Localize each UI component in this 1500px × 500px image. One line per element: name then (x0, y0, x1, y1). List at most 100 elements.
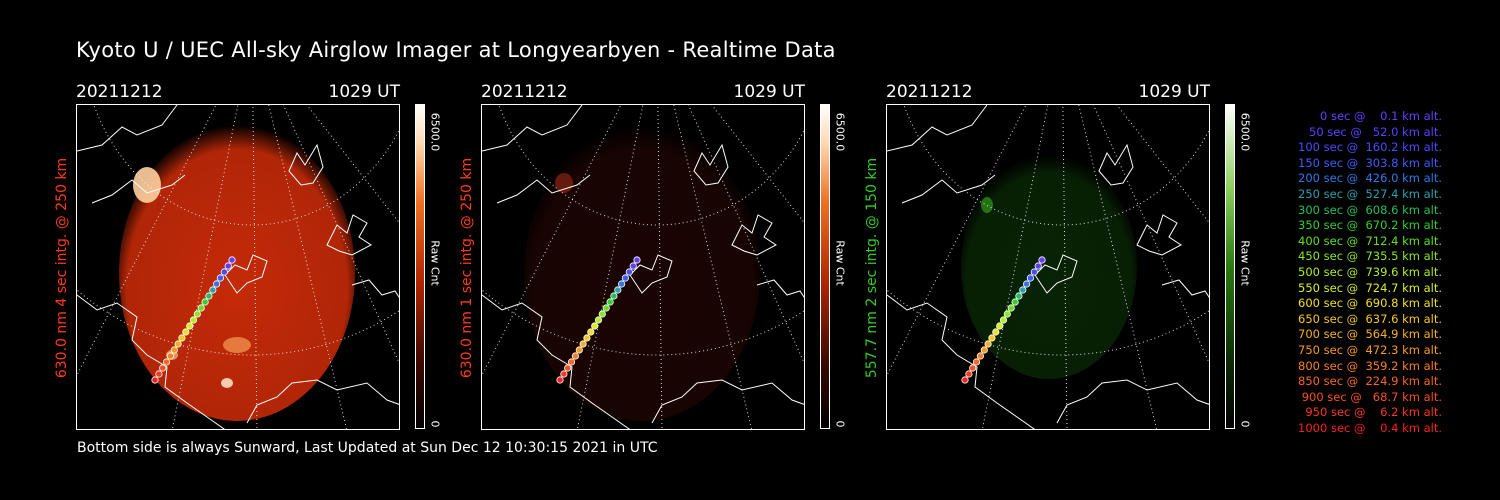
aurora-spot (223, 337, 251, 353)
trajectory-point (220, 268, 228, 276)
trajectory-point (201, 298, 209, 306)
trajectory-point (621, 274, 629, 282)
colorbar-unit: Raw Cnt (1238, 240, 1252, 286)
aurora-spot (133, 167, 161, 203)
panel-time: 1029 UT (328, 82, 401, 102)
legend-entry: 450 sec @ 735.5 km alt. (1298, 249, 1442, 264)
sky-image-frame (481, 104, 805, 430)
sky-image-frame (76, 104, 400, 430)
trajectory-point (1026, 274, 1034, 282)
trajectory-point (579, 340, 587, 348)
trajectory-point (216, 274, 224, 282)
legend-entry: 950 sec @ 6.2 km alt. (1305, 405, 1442, 420)
allsky-image (887, 105, 1209, 429)
trajectory-point (606, 298, 614, 306)
legend-entry: 400 sec @ 712.4 km alt. (1298, 233, 1442, 248)
colorbar-max: 6500.0 (1238, 112, 1252, 152)
colorbar-max: 6500.0 (833, 112, 847, 152)
trajectory-point (213, 280, 221, 288)
trajectory-point (602, 304, 610, 312)
trajectory-point (1038, 256, 1046, 264)
page-title: Kyoto U / UEC All-sky Airglow Imager at … (76, 38, 836, 62)
trajectory-point (571, 352, 580, 360)
trajectory-point (583, 334, 591, 342)
panel-date: 20211212 (886, 82, 973, 102)
legend-entry: 50 sec @ 52.0 km alt. (1309, 124, 1442, 139)
legend-entry: 250 sec @ 527.4 km alt. (1298, 186, 1442, 201)
colorbar (1225, 104, 1235, 429)
colorbar-min: 0 (428, 420, 442, 428)
trajectory-point (976, 352, 985, 360)
panel-ylabel: 630.0 nm 4 sec intg. @ 250 km (54, 157, 70, 379)
trajectory-point (162, 358, 171, 366)
trajectory-point (1019, 286, 1027, 294)
legend-entry: 0 sec @ 0.1 km alt. (1319, 109, 1442, 123)
trajectory-point (972, 358, 981, 366)
trajectory-point (984, 340, 992, 348)
allsky-image (482, 105, 804, 429)
trajectory-point (186, 322, 194, 330)
trajectory-point (193, 310, 201, 318)
trajectory-point (999, 316, 1008, 324)
colorbar (415, 104, 425, 429)
allsky-image (77, 105, 399, 429)
footer-note: Bottom side is always Sunward, Last Upda… (77, 440, 658, 456)
colorbar (820, 104, 830, 429)
trajectory-point (969, 364, 977, 372)
coastline (887, 105, 1209, 429)
trajectory-point (174, 340, 182, 348)
trajectory-point (560, 370, 568, 378)
panel-ylabel: 630.0 nm 1 sec intg. @ 250 km (459, 157, 475, 379)
map-graticule (77, 105, 399, 429)
trajectory-point (170, 346, 178, 354)
panel-date: 20211212 (481, 82, 568, 102)
trajectory-point (564, 364, 572, 372)
aurora-spot (221, 378, 233, 388)
trajectory-point (1015, 292, 1023, 300)
legend-entry: 500 sec @ 739.6 km alt. (1298, 264, 1442, 279)
legend-entry: 1000 sec @ 0.4 km alt. (1298, 420, 1442, 435)
trajectory-point (205, 292, 213, 300)
legend-entry: 200 sec @ 426.0 km alt. (1298, 171, 1442, 186)
trajectory-legend: 0 sec @ 0.1 km alt. 50 sec @ 52.0 km alt… (1262, 109, 1442, 436)
trajectory-point (587, 328, 595, 336)
trajectory-point (189, 316, 198, 324)
panel-time: 1029 UT (1138, 82, 1211, 102)
trajectory-point (159, 364, 167, 372)
trajectory-point (594, 316, 603, 324)
legend-entry: 850 sec @ 224.9 km alt. (1298, 374, 1442, 389)
legend-entry: 150 sec @ 303.8 km alt. (1298, 155, 1442, 170)
panel-630-4sec: 20211212 1029 UT 630.0 nm 4 sec intg. @ … (54, 78, 476, 438)
trajectory-point (1011, 298, 1019, 306)
sky-image-frame (886, 104, 1210, 430)
legend-entry: 600 sec @ 690.8 km alt. (1298, 296, 1442, 311)
legend-entry: 750 sec @ 472.3 km alt. (1298, 342, 1442, 357)
map-graticule (887, 105, 1209, 429)
trajectory-point (992, 328, 1000, 336)
trajectory-point (151, 376, 159, 384)
trajectory-point (224, 262, 232, 270)
trajectory-point (1007, 304, 1015, 312)
trajectory-point (567, 358, 576, 366)
trajectory-point (556, 376, 564, 384)
colorbar-max: 6500.0 (428, 112, 442, 152)
legend-entry: 350 sec @ 670.2 km alt. (1298, 218, 1442, 233)
colorbar-min: 0 (1238, 420, 1252, 428)
trajectory-point (591, 322, 599, 330)
trajectory-point (228, 256, 236, 264)
trajectory-point (178, 334, 186, 342)
trajectory-point (996, 322, 1004, 330)
legend-entry: 100 sec @ 160.2 km alt. (1298, 140, 1442, 155)
trajectory-point (575, 346, 583, 354)
legend-entry: 650 sec @ 637.6 km alt. (1298, 311, 1442, 326)
panel-ylabel: 557.7 nm 2 sec intg. @ 150 km (864, 157, 880, 379)
trajectory-point (1023, 280, 1031, 288)
trajectory-point (1003, 310, 1011, 318)
trajectory-point (633, 256, 641, 264)
trajectory-point (1034, 262, 1042, 270)
colorbar-unit: Raw Cnt (833, 240, 847, 286)
panel-date: 20211212 (76, 82, 163, 102)
colorbar-min: 0 (833, 420, 847, 428)
map-graticule (482, 105, 804, 429)
trajectory-point (629, 262, 637, 270)
